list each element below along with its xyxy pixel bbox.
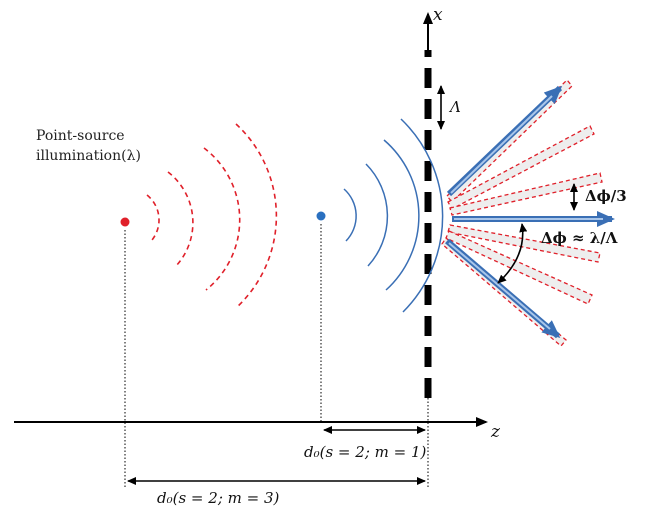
red-wavefront-2 [167, 171, 194, 267]
period-label: Λ [448, 98, 461, 116]
red-beam-3 [449, 172, 603, 216]
red-wavefront-1 [146, 194, 160, 241]
red-point-source [120, 217, 130, 227]
blue-wavefront-3 [383, 139, 420, 291]
delta-phi-third-label: Δϕ/3 [585, 187, 627, 205]
red-wavefront-3 [203, 147, 241, 291]
red-beam-2 [447, 125, 595, 210]
blue-point-source [316, 211, 326, 221]
delta-phi-label: Δϕ ≈ λ/Λ [541, 229, 618, 247]
blue-wavefront-1 [343, 188, 357, 242]
blue-wavefronts [343, 118, 444, 313]
blue-wavefront-2 [365, 163, 389, 267]
d0-m3-label: d₀(s = 2; m = 3) [157, 489, 280, 507]
blue-beam-up-inner [450, 95, 553, 194]
source-label-line2: illumination(λ) [36, 148, 141, 164]
d0-m1-label: d₀(s = 2; m = 1) [304, 443, 427, 461]
source-label-line1: Point-source [36, 128, 125, 144]
red-wavefronts [146, 123, 278, 309]
red-wavefront-4 [235, 123, 278, 309]
z-axis-label: z [490, 422, 501, 442]
x-axis-label: x [433, 5, 443, 25]
blue-wavefront-4 [400, 118, 444, 313]
blue-diffracted-beams [445, 85, 615, 339]
delta-phi-arc [497, 223, 528, 284]
blue-beam-down-inner [448, 242, 551, 330]
